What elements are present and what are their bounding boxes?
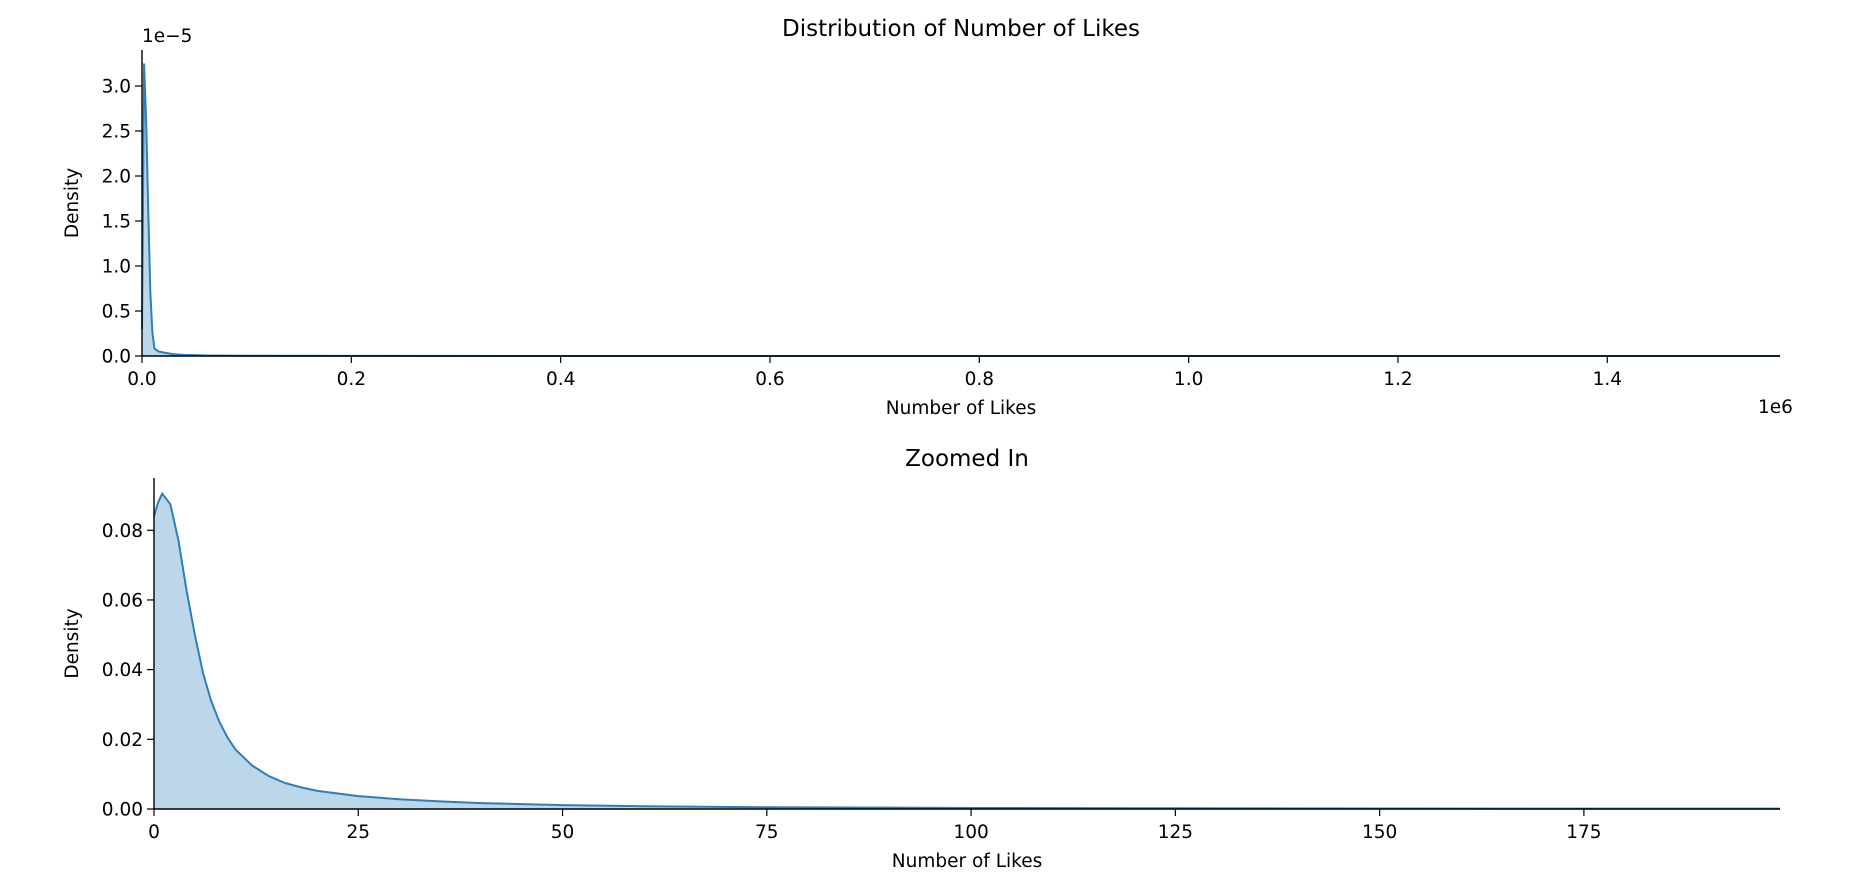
y-tick-label: 2.0 (102, 167, 131, 188)
y-tick-label: 3.0 (102, 77, 131, 98)
x-tick-label: 0.4 (546, 369, 575, 390)
y-tick-label: 0.00 (102, 800, 143, 821)
y-tick-label: 0.06 (102, 590, 143, 611)
y-tick-label: 1.0 (102, 257, 131, 278)
x-tick-label: 150 (1362, 822, 1397, 843)
y-tick-label: 0.02 (102, 730, 143, 751)
y-tick-label: 0.5 (102, 302, 131, 323)
density-line-2 (153, 491, 1780, 810)
x-tick-label: 1.0 (1174, 369, 1203, 390)
x-tick-label: 100 (953, 822, 988, 843)
x-tick-label: 0 (148, 822, 160, 843)
x-tick-label: 0.2 (337, 369, 366, 390)
x-tick-label: 1.2 (1383, 369, 1412, 390)
y-offset-label: 1e−5 (142, 26, 192, 47)
y-tick-label: 1.5 (102, 212, 131, 233)
y-axis-label: Density (62, 608, 83, 678)
chart-panel-2: 0 25 50 75 100 125 150 175 0.00 0.02 0.04 0.06 0.08 Z… (62, 446, 1780, 872)
x-tick-label: 0.8 (965, 369, 994, 390)
x-tick-label: 75 (755, 822, 779, 843)
x-axis-label: Number of Likes (892, 851, 1042, 872)
x-tick-label: 25 (346, 822, 370, 843)
x-tick-label: 50 (551, 822, 575, 843)
y-axis-label: Density (62, 168, 83, 238)
chart-title: Zoomed In (905, 446, 1029, 472)
y-tick-label: 0.04 (102, 660, 143, 681)
x-tick-label: 125 (1158, 822, 1193, 843)
x-offset-label: 1e6 (1758, 397, 1793, 418)
y-tick-label: 2.5 (102, 122, 131, 143)
chart-title: Distribution of Number of Likes (782, 16, 1140, 42)
x-tick-label: 175 (1566, 822, 1601, 843)
chart-panel-1: 0.0 0.2 0.4 0.6 0.8 1.0 1.2 1.4 0.0 0.5 1.0 1.5 2.0 2… (62, 16, 1793, 419)
x-tick-label: 1.4 (1593, 369, 1622, 390)
density-area-2 (154, 493, 1780, 809)
x-tick-label: 0.0 (127, 369, 156, 390)
density-line-1 (141, 63, 1780, 357)
density-area-1 (142, 63, 1780, 356)
x-tick-label: 0.6 (755, 369, 784, 390)
x-axis-label: Number of Likes (886, 398, 1036, 419)
y-tick-label: 0.08 (102, 521, 143, 542)
y-tick-label: 0.0 (102, 347, 131, 368)
